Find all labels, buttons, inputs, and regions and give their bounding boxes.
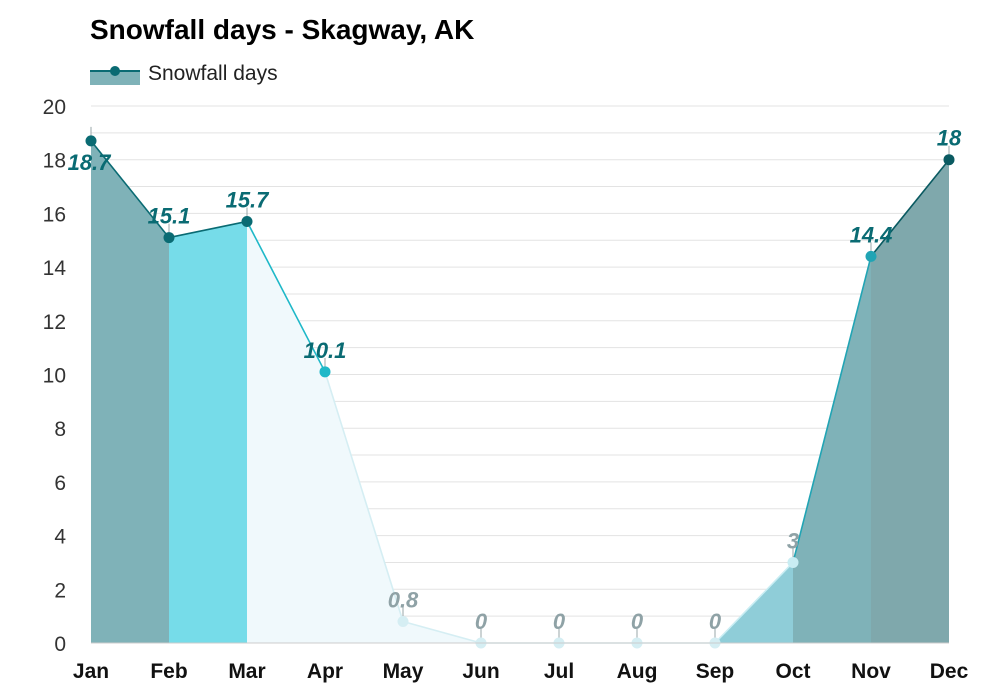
series-line-segment xyxy=(402,620,482,644)
series-line xyxy=(90,140,950,644)
data-label: 15.1 xyxy=(148,204,191,229)
x-tick-label: Jan xyxy=(73,660,109,683)
x-tick-label: Aug xyxy=(617,660,658,683)
data-label: 0 xyxy=(709,609,722,634)
x-tick-label: Mar xyxy=(228,660,265,683)
y-tick-label: 12 xyxy=(43,311,66,334)
series-line-segment xyxy=(324,371,404,622)
x-tick-label: Jun xyxy=(462,660,499,683)
legend-label: Snowfall days xyxy=(148,62,278,85)
area-fills xyxy=(91,140,949,643)
chart-title: Snowfall days - Skagway, AK xyxy=(90,14,475,45)
y-tick-label: 8 xyxy=(54,418,66,441)
y-tick-label: 0 xyxy=(54,633,66,656)
data-label: 0 xyxy=(553,609,566,634)
data-label: 0 xyxy=(475,609,488,634)
data-label: 3 xyxy=(787,528,799,553)
series-line-segment xyxy=(792,256,872,563)
data-labels: 18.7 15.1 15.7 10.1 0.8 0 0 0 0 3 14.4 18 xyxy=(68,126,962,634)
y-tick-label: 6 xyxy=(54,472,66,495)
data-label: 0 xyxy=(631,609,644,634)
y-tick-label: 2 xyxy=(54,579,66,602)
x-tick-label: Dec xyxy=(930,660,969,683)
y-tick-label: 10 xyxy=(43,365,66,388)
data-point xyxy=(163,232,175,244)
data-label: 18 xyxy=(937,126,962,151)
x-tick-label: Jul xyxy=(544,660,574,683)
y-tick-label: 16 xyxy=(43,203,66,226)
legend-swatch-icon xyxy=(90,66,140,85)
data-point xyxy=(319,366,331,378)
y-tick-label: 18 xyxy=(43,150,66,173)
series-line-segment xyxy=(246,221,326,373)
x-tick-label: May xyxy=(383,660,424,683)
data-point xyxy=(241,215,253,227)
series-line-segment xyxy=(168,220,248,239)
data-point xyxy=(943,154,955,166)
data-point xyxy=(85,135,97,147)
y-axis: 0 2 4 6 8 10 12 14 16 18 20 xyxy=(43,96,67,656)
x-tick-label: Nov xyxy=(851,660,891,683)
series-line-segment xyxy=(714,561,794,644)
area-segment xyxy=(325,371,403,643)
x-axis: Jan Feb Mar Apr May Jun Jul Aug Sep Oct Nov Dec xyxy=(73,642,969,683)
data-label: 14.4 xyxy=(850,222,893,247)
data-point xyxy=(787,556,799,568)
data-point xyxy=(397,616,409,628)
data-label: 0.8 xyxy=(388,588,419,613)
x-tick-label: Feb xyxy=(150,660,187,683)
data-label: 15.7 xyxy=(226,187,271,212)
data-point xyxy=(865,250,877,262)
y-tick-label: 20 xyxy=(43,96,66,119)
area-segment xyxy=(91,140,169,643)
x-tick-label: Sep xyxy=(696,660,735,683)
series-line-segment xyxy=(90,140,170,239)
y-tick-label: 14 xyxy=(43,257,67,280)
area-segment xyxy=(871,159,949,643)
area-segment xyxy=(793,256,871,643)
data-label: 10.1 xyxy=(304,338,347,363)
series-line-segment xyxy=(870,159,950,257)
y-tick-label: 4 xyxy=(54,526,66,549)
data-label: 18.7 xyxy=(68,150,113,175)
area-segment xyxy=(247,221,325,643)
legend[interactable]: Snowfall days xyxy=(90,62,278,86)
x-tick-label: Oct xyxy=(775,660,810,683)
area-segment xyxy=(169,221,247,643)
x-tick-label: Apr xyxy=(307,660,343,683)
